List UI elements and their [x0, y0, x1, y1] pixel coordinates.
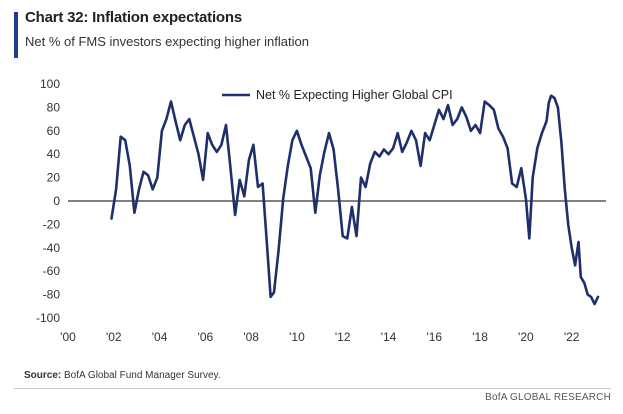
x-tick-label: '08 — [243, 330, 259, 344]
x-tick-label: '06 — [198, 330, 214, 344]
chart-title: Chart 32: Inflation expectations — [25, 9, 242, 26]
y-tick-label: 100 — [40, 77, 60, 91]
y-tick-label: -20 — [43, 217, 61, 231]
legend-label: Net % Expecting Higher Global CPI — [256, 88, 453, 102]
y-tick-label: 40 — [47, 147, 61, 161]
x-tick-label: '22 — [564, 330, 580, 344]
y-tick-label: 60 — [47, 124, 61, 138]
x-tick-label: '00 — [60, 330, 76, 344]
source-text: BofA Global Fund Manager Survey. — [64, 370, 221, 381]
y-tick-label: 0 — [53, 194, 60, 208]
y-axis-ticks: 100 80 60 40 20 0 -20 -40 -60 -80 -100 — [36, 77, 60, 325]
x-tick-label: '14 — [381, 330, 397, 344]
legend: Net % Expecting Higher Global CPI — [222, 88, 453, 102]
x-axis-ticks: '00 '02 '04 '06 '08 '10 '12 '14 '16 '18 '20 '22 — [60, 330, 580, 344]
footer-divider — [14, 388, 611, 389]
y-tick-label: 20 — [47, 171, 61, 185]
y-tick-label: 80 — [47, 100, 61, 114]
x-tick-label: '02 — [106, 330, 122, 344]
y-tick-label: -80 — [43, 288, 61, 302]
x-tick-label: '16 — [426, 330, 442, 344]
x-tick-label: '18 — [472, 330, 488, 344]
y-tick-label: -60 — [43, 264, 61, 278]
chart-subtitle: Net % of FMS investors expecting higher … — [25, 34, 309, 49]
series-line — [110, 94, 600, 306]
x-tick-label: '10 — [289, 330, 305, 344]
source-note: Source: BofA Global Fund Manager Survey. — [24, 370, 221, 381]
y-tick-label: -40 — [43, 241, 61, 255]
brand-footer: BofA GLOBAL RESEARCH — [485, 392, 611, 403]
accent-bar — [14, 12, 18, 58]
y-tick-label: -100 — [36, 311, 60, 325]
x-tick-label: '12 — [335, 330, 351, 344]
x-tick-label: '04 — [152, 330, 168, 344]
source-label: Source: — [24, 370, 62, 381]
x-tick-label: '20 — [518, 330, 534, 344]
